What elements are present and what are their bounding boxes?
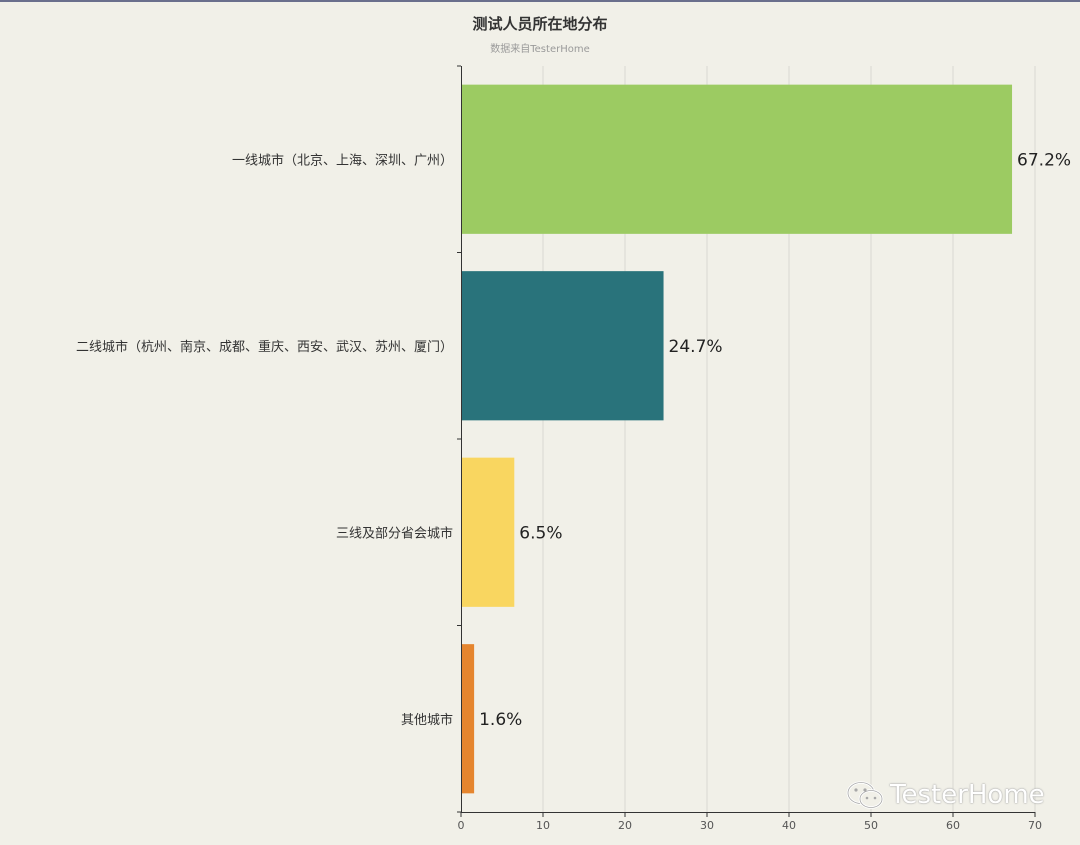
x-tick-label: 0: [458, 819, 465, 832]
x-tick-label: 60: [946, 819, 960, 832]
data-label: 6.5%: [519, 523, 562, 543]
watermark: TesterHome: [846, 780, 1045, 810]
y-tick-label: 其他城市: [401, 712, 453, 728]
x-tick-label: 20: [618, 819, 632, 832]
x-tick-label: 40: [782, 819, 796, 832]
watermark-text: TesterHome: [890, 780, 1045, 810]
x-tick-label: 10: [536, 819, 550, 832]
x-tick-label: 50: [864, 819, 878, 832]
y-tick-label: 二线城市（杭州、南京、成都、重庆、西安、武汉、苏州、厦门）: [76, 339, 453, 355]
x-tick-label: 30: [700, 819, 714, 832]
bar[interactable]: [461, 457, 515, 607]
data-label: 24.7%: [669, 337, 723, 357]
chart-title: 测试人员所在地分布: [472, 15, 608, 33]
wechat-icon: [846, 781, 884, 809]
data-label: 67.2%: [1017, 150, 1071, 170]
bar[interactable]: [461, 644, 475, 794]
bar[interactable]: [461, 271, 664, 421]
x-tick-label: 70: [1028, 819, 1042, 832]
chart-subtitle: 数据来自TesterHome: [490, 44, 590, 55]
bar[interactable]: [461, 84, 1013, 234]
top-rule: [0, 0, 1080, 2]
data-label: 1.6%: [479, 710, 522, 730]
y-tick-label: 三线及部分省会城市: [336, 525, 453, 541]
y-tick-label: 一线城市（北京、上海、深圳、广州）: [232, 152, 453, 168]
